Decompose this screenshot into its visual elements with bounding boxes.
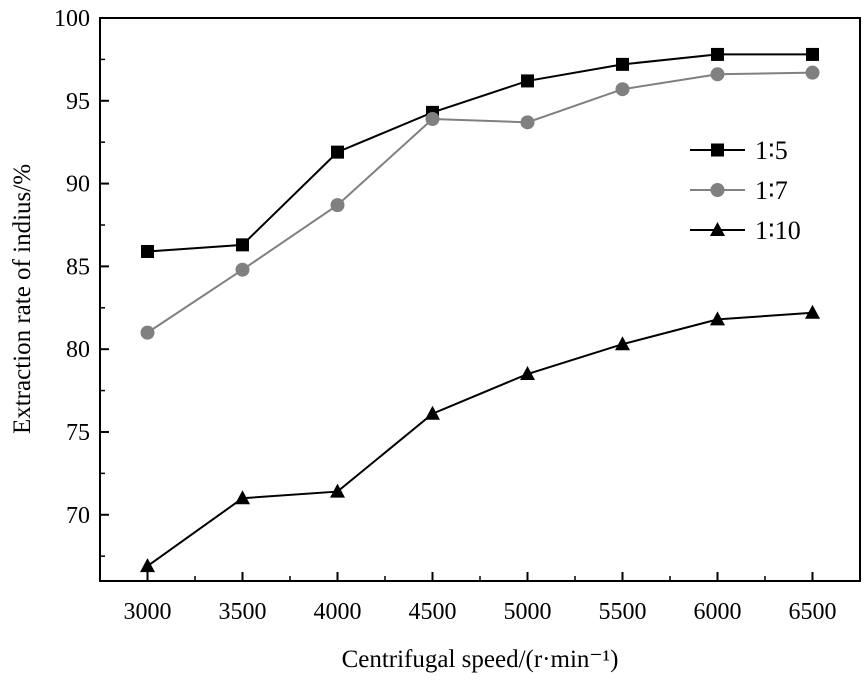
y-axis-ticks: 70 75 80 85 90 95 100 — [54, 6, 109, 557]
data-point — [616, 57, 629, 71]
x-tick-label: 3000 — [124, 599, 172, 625]
legend-label: 1∶7 — [755, 176, 788, 205]
data-point — [521, 74, 534, 88]
data-point — [615, 336, 630, 351]
legend-marker — [710, 183, 725, 197]
data-point — [710, 67, 725, 82]
legend-item: 1∶10 — [690, 216, 801, 245]
data-point — [331, 145, 344, 159]
data-point — [235, 490, 250, 505]
x-tick-label: 4500 — [409, 599, 457, 625]
data-point — [330, 198, 345, 213]
data-point — [520, 366, 535, 381]
series-layer — [140, 47, 820, 573]
data-point — [806, 47, 819, 61]
series — [140, 304, 820, 573]
legend: 1∶5 1∶7 1∶10 — [690, 136, 801, 245]
x-tick-label: 3500 — [219, 599, 267, 625]
legend-label: 1∶10 — [755, 216, 801, 245]
data-point — [235, 262, 250, 277]
data-point — [425, 112, 440, 127]
data-point — [140, 325, 155, 340]
y-tick-label: 100 — [54, 6, 90, 32]
data-point — [805, 304, 820, 319]
x-axis-title: Centrifugal speed/(r·min⁻¹) — [342, 646, 619, 673]
y-tick-label: 80 — [66, 337, 90, 363]
y-tick-label: 70 — [66, 503, 90, 529]
y-axis-title: Extraction rate of indius/% — [9, 164, 36, 434]
series — [140, 65, 820, 340]
legend-item: 1∶7 — [690, 176, 788, 205]
legend-item: 1∶5 — [690, 136, 788, 165]
y-tick-label: 85 — [66, 254, 90, 280]
x-tick-label: 6000 — [694, 599, 742, 625]
legend-label: 1∶5 — [755, 136, 788, 165]
data-point — [710, 311, 725, 326]
x-tick-label: 5500 — [599, 599, 647, 625]
x-tick-label: 6500 — [789, 599, 837, 625]
x-tick-label: 4000 — [314, 599, 362, 625]
data-point — [615, 82, 630, 97]
data-point — [520, 115, 535, 130]
legend-marker — [710, 222, 725, 236]
data-point — [236, 238, 249, 252]
y-tick-label: 95 — [66, 89, 90, 115]
series-line — [146, 311, 813, 567]
y-tick-label: 75 — [66, 420, 90, 446]
data-point — [330, 483, 345, 498]
legend-marker — [711, 143, 724, 157]
y-tick-label: 90 — [66, 172, 90, 198]
x-tick-label: 5000 — [504, 599, 552, 625]
data-point — [805, 65, 820, 80]
x-axis-ticks: 3000 3500 4000 4500 5000 5500 6000 6500 — [124, 572, 837, 625]
data-point — [141, 244, 154, 258]
data-point — [140, 558, 155, 573]
data-point — [711, 47, 724, 61]
data-point — [425, 405, 440, 420]
series-line — [147, 53, 813, 253]
plot-frame — [99, 17, 861, 582]
series-line — [146, 71, 813, 334]
